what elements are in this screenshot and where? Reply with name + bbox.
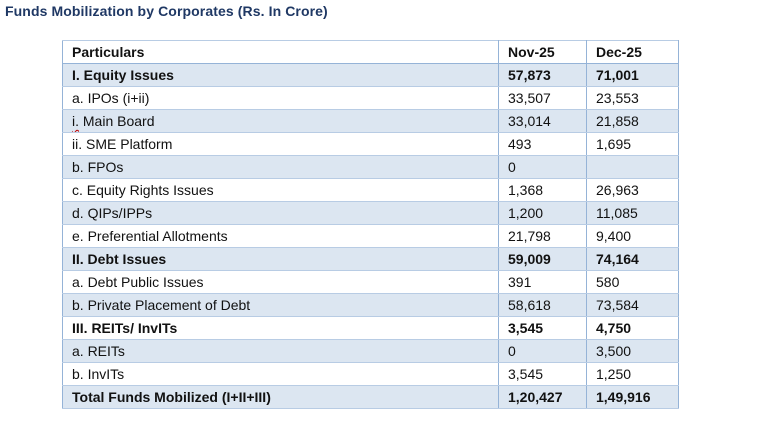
row-value-nov-25: 1,20,427 xyxy=(498,385,587,409)
table-row: d. QIPs/IPPs 1,200 11,085 xyxy=(62,201,679,225)
row-value-nov-25: 0 xyxy=(498,339,587,363)
table-row: b. InvITs 3,545 1,250 xyxy=(62,362,679,386)
row-value-dec-25: 1,250 xyxy=(586,362,679,386)
funds-table-container: Particulars Nov-25 Dec-25 I. Equity Issu… xyxy=(62,40,679,409)
row-value-dec-25: 74,164 xyxy=(586,247,679,271)
table-row: b. FPOs 0 xyxy=(62,155,679,179)
row-value-nov-25: 391 xyxy=(498,270,587,294)
row-value-dec-25: 1,49,916 xyxy=(586,385,679,409)
row-value-nov-25: 33,507 xyxy=(498,86,587,110)
row-value-dec-25: 4,750 xyxy=(586,316,679,340)
row-label: ii. SME Platform xyxy=(62,132,499,156)
table-row: a. Debt Public Issues 391 580 xyxy=(62,270,679,294)
row-label: Total Funds Mobilized (I+II+III) xyxy=(62,385,499,409)
table-row: III. REITs/ InvITs 3,545 4,750 xyxy=(62,316,679,340)
table-row: Total Funds Mobilized (I+II+III) 1,20,427… xyxy=(62,385,679,409)
table-row: I. Equity Issues 57,873 71,001 xyxy=(62,63,679,87)
row-label: a. IPOs (i+ii) xyxy=(62,86,499,110)
spellcheck-underlined-word: i. xyxy=(72,113,79,129)
row-label: b. FPOs xyxy=(62,155,499,179)
row-value-dec-25: 73,584 xyxy=(586,293,679,317)
row-value-nov-25: 3,545 xyxy=(498,362,587,386)
row-label: b. Private Placement of Debt xyxy=(62,293,499,317)
column-header-dec-25: Dec-25 xyxy=(586,40,679,64)
row-value-nov-25: 59,009 xyxy=(498,247,587,271)
row-value-nov-25: 0 xyxy=(498,155,587,179)
row-value-nov-25: 493 xyxy=(498,132,587,156)
row-value-dec-25: 26,963 xyxy=(586,178,679,202)
row-label: I. Equity Issues xyxy=(62,63,499,87)
row-value-dec-25: 23,553 xyxy=(586,86,679,110)
table-row: c. Equity Rights Issues 1,368 26,963 xyxy=(62,178,679,202)
row-value-dec-25: 71,001 xyxy=(586,63,679,87)
row-value-nov-25: 1,368 xyxy=(498,178,587,202)
row-value-dec-25: 3,500 xyxy=(586,339,679,363)
table-row: i. Main Board 33,014 21,858 xyxy=(62,109,679,133)
row-value-nov-25: 1,200 xyxy=(498,201,587,225)
column-header-nov-25: Nov-25 xyxy=(498,40,587,64)
row-value-dec-25: 9,400 xyxy=(586,224,679,248)
row-label: i. Main Board xyxy=(62,109,499,133)
row-label: II. Debt Issues xyxy=(62,247,499,271)
funds-mobilization-table: Particulars Nov-25 Dec-25 I. Equity Issu… xyxy=(62,40,679,409)
row-label: b. InvITs xyxy=(62,362,499,386)
row-value-nov-25: 33,014 xyxy=(498,109,587,133)
column-header-particulars: Particulars xyxy=(62,40,499,64)
row-value-nov-25: 21,798 xyxy=(498,224,587,248)
table-row: a. IPOs (i+ii) 33,507 23,553 xyxy=(62,86,679,110)
table-row: II. Debt Issues 59,009 74,164 xyxy=(62,247,679,271)
table-header-row: Particulars Nov-25 Dec-25 xyxy=(62,40,679,64)
row-label: III. REITs/ InvITs xyxy=(62,316,499,340)
row-label: a. REITs xyxy=(62,339,499,363)
row-value-dec-25: 1,695 xyxy=(586,132,679,156)
row-label: c. Equity Rights Issues xyxy=(62,178,499,202)
row-value-dec-25: 21,858 xyxy=(586,109,679,133)
row-value-dec-25 xyxy=(586,155,679,179)
table-row: ii. SME Platform 493 1,695 xyxy=(62,132,679,156)
table-row: e. Preferential Allotments 21,798 9,400 xyxy=(62,224,679,248)
row-label: a. Debt Public Issues xyxy=(62,270,499,294)
row-label: e. Preferential Allotments xyxy=(62,224,499,248)
row-label: d. QIPs/IPPs xyxy=(62,201,499,225)
table-row: b. Private Placement of Debt 58,618 73,584 xyxy=(62,293,679,317)
row-value-dec-25: 11,085 xyxy=(586,201,679,225)
row-value-nov-25: 57,873 xyxy=(498,63,587,87)
row-value-dec-25: 580 xyxy=(586,270,679,294)
page-title: Funds Mobilization by Corporates (Rs. In… xyxy=(5,3,328,19)
table-row: a. REITs 0 3,500 xyxy=(62,339,679,363)
row-value-nov-25: 3,545 xyxy=(498,316,587,340)
row-value-nov-25: 58,618 xyxy=(498,293,587,317)
